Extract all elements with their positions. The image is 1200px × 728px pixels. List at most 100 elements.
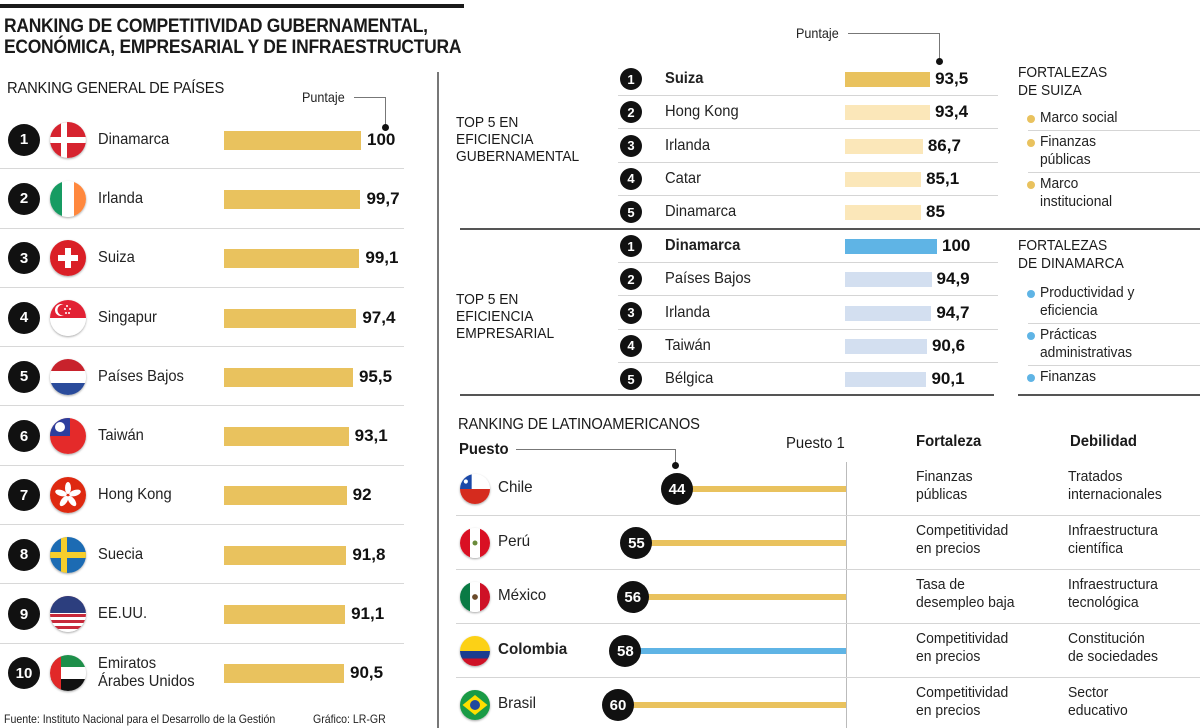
rank-badge: 10	[8, 657, 40, 690]
strength-text-line: Productividad y	[1040, 284, 1135, 301]
score-bar	[224, 545, 347, 565]
cell-line: Competitividad	[916, 630, 1009, 647]
score-bar	[224, 308, 357, 328]
score-bar	[224, 249, 360, 269]
country-name-line: Árabes Unidos	[98, 673, 195, 691]
strength-text: Marco institucional	[1040, 175, 1187, 211]
score-bar	[845, 305, 932, 321]
top5-biz-title-line: TOP 5 EN	[456, 291, 519, 308]
rank-badge: 3	[8, 242, 40, 275]
rank-badge: 6	[8, 420, 40, 453]
country-name: Dinamarca	[665, 237, 741, 254]
section-divider	[460, 394, 994, 396]
score-bar	[845, 205, 921, 221]
bullet-icon	[1027, 332, 1035, 340]
country-name: Perú	[498, 533, 531, 550]
strength-item: Marco institucional	[1027, 175, 1200, 214]
cell-line: educativo	[1068, 702, 1128, 719]
country-name-line: Singapur	[98, 308, 157, 326]
top5-row: 5 Bélgica 90,1	[618, 363, 998, 396]
column-divider	[437, 72, 439, 728]
column-header-fortaleza: Fortaleza	[916, 433, 982, 450]
country-name-line: Taiwán	[98, 427, 144, 445]
flag-icon-países-bajos	[50, 358, 86, 395]
title-line-2: ECONÓMICA, EMPRESARIAL Y DE INFRAESTRUCT…	[4, 37, 462, 58]
flag-icon-suecia	[50, 536, 86, 573]
score-bar	[224, 486, 347, 506]
score-value: 92	[352, 485, 372, 505]
country-name: Irlanda	[98, 190, 143, 208]
score-bar	[845, 105, 930, 121]
title-line-1: RANKING DE COMPETITIVIDAD GUBERNAMENTAL,	[4, 16, 428, 37]
cell-line: internacionales	[1068, 486, 1162, 503]
top5-row: 1 Dinamarca 100	[618, 230, 998, 263]
country-name: Irlanda	[665, 303, 711, 321]
score-bar	[224, 664, 344, 684]
flag-icon-hong-kong	[50, 477, 86, 514]
cell-line: Tasa de	[916, 576, 965, 593]
rank-badge: 8	[8, 538, 40, 571]
rank-one-label: Puesto 1	[786, 435, 845, 452]
rank-badge: 60	[602, 689, 634, 721]
score-value: 100	[942, 236, 971, 255]
rank-badge: 5	[620, 368, 642, 391]
ranking-row: 8 Suecia 91,8	[0, 525, 404, 585]
bullet-icon	[1027, 290, 1035, 298]
cell-line: Competitividad	[916, 522, 1009, 539]
cell-line: en precios	[916, 648, 981, 665]
strength-text: Prácticas administrativas	[1040, 326, 1187, 362]
latam-row: Colombia 58 Competitividad en precios Consti…	[456, 624, 1200, 678]
source-note: Fuente: Instituto Nacional para el Desar…	[4, 712, 276, 726]
cell-line: Finanzas	[916, 468, 973, 485]
strengths-title-line: DE DINAMARCA	[1018, 255, 1124, 272]
strength-text-line: Marco social	[1040, 109, 1118, 126]
country-name: Dinamarca	[98, 131, 169, 149]
ranking-row: 7 Hong Kong 92	[0, 466, 404, 526]
top5-row: 3 Irlanda 86,7	[618, 130, 998, 163]
country-name: Brasil	[498, 695, 537, 712]
score-value: 97,4	[362, 307, 396, 327]
cell-line: Tratados	[1068, 468, 1123, 485]
score-value: 91,8	[352, 544, 386, 564]
score-value: 85	[926, 202, 945, 222]
score-bar	[224, 605, 346, 625]
strength-cell: Finanzas públicas	[916, 468, 973, 504]
rank-badge: 7	[8, 479, 40, 512]
rank-gap-line	[632, 594, 846, 600]
cell-line: Sector	[1068, 684, 1109, 701]
bullet-icon	[1027, 115, 1035, 123]
top5-row: 2 Hong Kong 93,4	[618, 96, 998, 130]
country-name: Suecia	[98, 546, 143, 564]
flag-icon-colombia	[460, 636, 490, 666]
score-value: 99,7	[366, 188, 400, 208]
top5-score-legend-leader	[848, 33, 940, 61]
country-name: México	[498, 587, 547, 604]
top5-gov-title-line: GUBERNAMENTAL	[456, 148, 580, 165]
strength-text-line: Finanzas	[1040, 368, 1097, 385]
strength-item: Finanzas	[1027, 368, 1200, 389]
score-value: 90,6	[931, 335, 966, 355]
score-bar	[224, 189, 361, 209]
top5-row: 5 Dinamarca 85	[618, 196, 998, 229]
latam-row: Chile 44 Finanzas públicas Tratados internaci…	[456, 462, 1200, 516]
rank-badge: 2	[620, 101, 642, 124]
strength-text-line: eficiencia	[1040, 302, 1098, 319]
country-name-line: Suiza	[98, 249, 135, 267]
strength-cell: Competitividad en precios	[916, 684, 1008, 720]
ranking-row: 9 EE.UU. 91,1	[0, 584, 404, 644]
top5-row: 3 Irlanda 94,7	[618, 297, 998, 330]
cell-line: científica	[1068, 540, 1124, 557]
flag-icon-taiwán	[50, 418, 86, 455]
rank-badge: 3	[620, 301, 642, 324]
score-bar	[845, 72, 931, 87]
bullet-icon	[1027, 374, 1035, 382]
bullet-icon	[1027, 139, 1035, 147]
top5-biz-title-line: EFICIENCIA	[456, 308, 534, 325]
score-value: 95,5	[358, 366, 393, 386]
score-value: 94,9	[936, 269, 970, 289]
country-name: Catar	[665, 169, 701, 187]
flag-icon-suiza	[50, 240, 86, 277]
rank-badge: 44	[661, 473, 693, 505]
weakness-cell: Sector educativo	[1068, 684, 1128, 720]
country-name-line: Hong Kong	[98, 486, 172, 504]
